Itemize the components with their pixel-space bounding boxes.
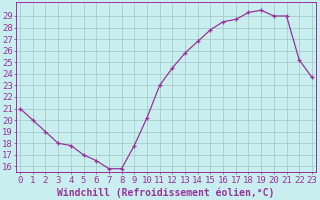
X-axis label: Windchill (Refroidissement éolien,°C): Windchill (Refroidissement éolien,°C)	[57, 187, 275, 198]
